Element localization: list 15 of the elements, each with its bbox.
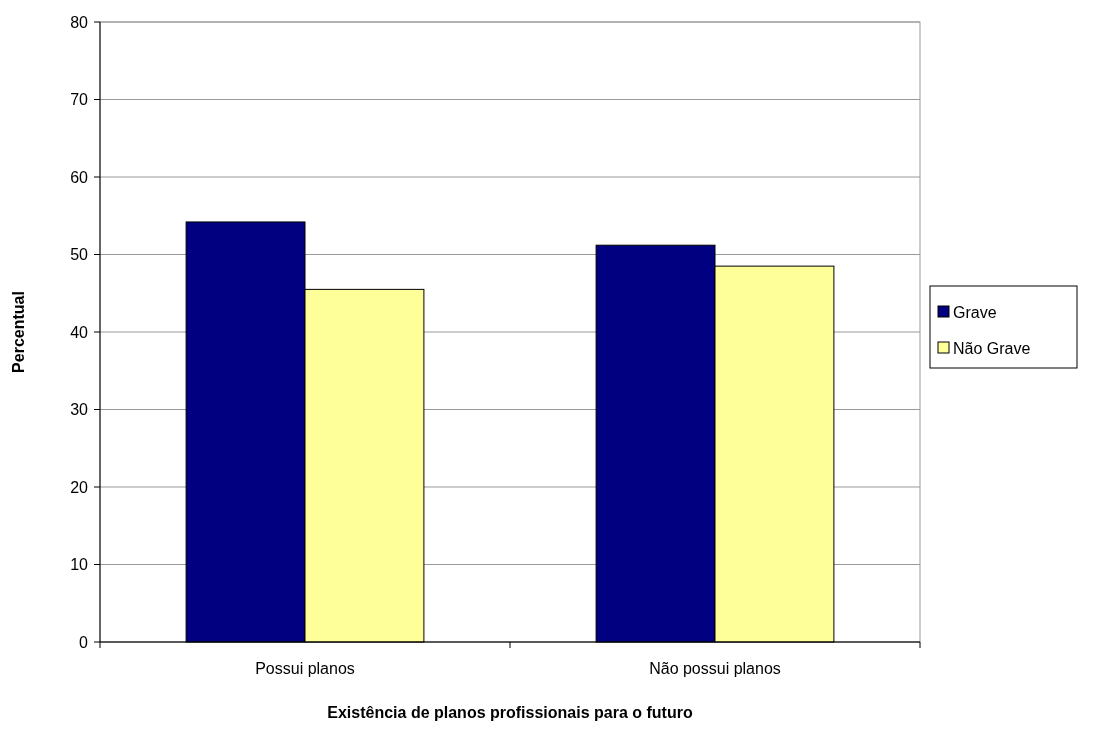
y-tick-label: 60 [70,168,89,186]
x-tick-label: Possui planos [255,660,355,677]
legend-label: Não Grave [953,339,1031,357]
y-tick-label: 70 [70,91,89,109]
y-tick-label: 0 [79,633,89,651]
x-tick-label: Não possui planos [649,660,781,677]
y-tick-label: 40 [70,323,89,341]
legend-label: Grave [953,303,997,321]
y-tick-label: 80 [70,13,89,31]
y-tick-label: 30 [70,401,89,419]
x-axis-title: Existência de planos profissionais para o futuro [327,704,693,721]
y-tick-label: 20 [70,478,89,496]
y-axis-title: Percentual [10,291,27,373]
y-tick-label: 10 [70,556,89,574]
y-tick-label: 50 [70,246,89,264]
